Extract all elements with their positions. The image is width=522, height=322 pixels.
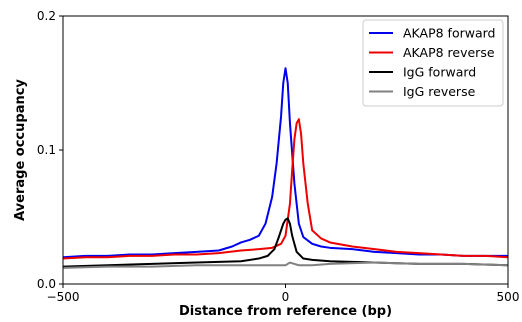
series-layer [62,67,509,269]
x-tick-label: 500 [497,290,520,304]
series-line-igg-forward [62,217,509,268]
y-tick-label: 0.0 [37,277,56,291]
series-line-akap8-forward [62,67,508,259]
series-line-akap8-reverse [62,118,509,260]
y-axis-label: Average occupancy [13,79,28,221]
x-tick-label: −500 [47,290,80,304]
x-tick-label: 0 [282,290,290,304]
legend-box [362,19,504,107]
legend-label: IgG reverse [403,84,476,99]
legend-label: IgG forward [403,65,476,80]
legend: AKAP8 forward AKAP8 reverse IgG forward IgG… [362,19,504,107]
y-tick-label: 0.2 [37,9,56,23]
y-tick-label: 0.1 [37,143,56,157]
series-line-igg-reverse [62,261,509,269]
legend-label: AKAP8 reverse [403,45,495,60]
ticks-layer: −500 0 500 0.0 0.1 0.2 [37,9,520,304]
legend-label: AKAP8 forward [403,26,495,41]
x-axis-label: Distance from reference (bp) [179,304,392,319]
